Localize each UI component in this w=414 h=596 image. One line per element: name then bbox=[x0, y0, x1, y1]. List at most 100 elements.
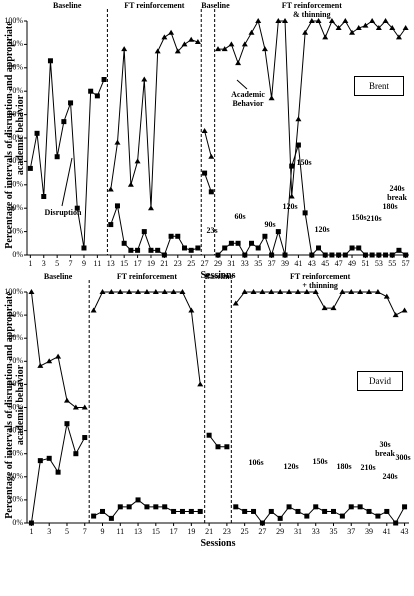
x-tick-label: 5 bbox=[65, 527, 69, 536]
square-marker bbox=[402, 504, 408, 510]
square-marker bbox=[383, 252, 389, 258]
triangle-marker bbox=[255, 18, 262, 23]
label-arrow bbox=[236, 79, 248, 90]
triangle-marker bbox=[208, 153, 215, 159]
square-marker bbox=[88, 88, 94, 94]
square-marker bbox=[224, 444, 230, 450]
square-marker bbox=[68, 100, 74, 106]
triangle-marker bbox=[357, 289, 364, 294]
y-tick-label: 30% bbox=[8, 180, 23, 189]
series-label: Academic Behavior bbox=[231, 90, 265, 108]
triangle-marker bbox=[366, 289, 373, 294]
square-marker bbox=[171, 508, 177, 514]
square-marker bbox=[339, 513, 345, 519]
square-marker bbox=[91, 513, 97, 519]
x-tick-label: 37 bbox=[347, 527, 355, 536]
x-tick-label: 11 bbox=[116, 527, 124, 536]
square-marker bbox=[202, 170, 208, 176]
phase-label: FT reinforcement & thinning bbox=[281, 1, 342, 19]
phase-label: Baseline bbox=[204, 272, 234, 281]
triangle-marker bbox=[322, 34, 329, 40]
y-tick-label: 40% bbox=[8, 425, 23, 434]
square-marker bbox=[342, 252, 348, 258]
x-tick-label: 49 bbox=[348, 259, 356, 268]
triangle-marker bbox=[55, 353, 62, 359]
square-marker bbox=[128, 247, 134, 253]
label-arrow bbox=[61, 157, 73, 207]
square-marker bbox=[34, 130, 40, 136]
square-marker bbox=[162, 504, 168, 510]
triangle-marker bbox=[259, 289, 266, 294]
x-tick-label: 21 bbox=[160, 259, 168, 268]
square-marker bbox=[27, 165, 33, 171]
triangle-marker bbox=[168, 29, 175, 35]
triangle-marker bbox=[143, 289, 150, 294]
triangle-marker bbox=[286, 289, 293, 294]
annotation: 120s bbox=[283, 462, 299, 471]
square-marker bbox=[302, 210, 308, 216]
x-tick-label: 3 bbox=[47, 527, 51, 536]
x-tick-label: 43 bbox=[401, 527, 409, 536]
triangle-marker bbox=[114, 139, 121, 145]
y-tick-label: 60% bbox=[8, 379, 23, 388]
triangle-marker bbox=[221, 46, 228, 52]
square-marker bbox=[393, 520, 399, 526]
triangle-marker bbox=[63, 397, 70, 403]
x-tick-label: 25 bbox=[187, 259, 195, 268]
x-tick-label: 29 bbox=[276, 527, 284, 536]
triangle-marker bbox=[375, 25, 382, 31]
x-tick-label: 9 bbox=[82, 259, 86, 268]
x-tick-label: 27 bbox=[201, 259, 209, 268]
x-tick-label: 11 bbox=[94, 259, 102, 268]
square-marker bbox=[330, 508, 336, 514]
triangle-marker bbox=[312, 289, 319, 294]
y-tick-label: 40% bbox=[8, 156, 23, 165]
triangle-marker bbox=[170, 289, 177, 294]
square-marker bbox=[55, 469, 61, 475]
square-marker bbox=[322, 508, 328, 514]
annotation: 300s bbox=[395, 453, 411, 462]
x-tick-label: 3 bbox=[42, 259, 46, 268]
square-marker bbox=[188, 508, 194, 514]
square-marker bbox=[329, 252, 335, 258]
triangle-marker bbox=[161, 289, 168, 294]
x-tick-label: 7 bbox=[83, 527, 87, 536]
square-marker bbox=[153, 504, 159, 510]
triangle-marker bbox=[308, 18, 315, 23]
triangle-marker bbox=[268, 289, 275, 294]
triangle-marker bbox=[152, 289, 159, 294]
triangle-marker bbox=[108, 289, 115, 294]
x-tick-label: 39 bbox=[281, 259, 289, 268]
x-tick-label: 5 bbox=[55, 259, 59, 268]
square-marker bbox=[155, 247, 161, 253]
x-tick-label: 31 bbox=[294, 527, 302, 536]
square-marker bbox=[268, 508, 274, 514]
triangle-marker bbox=[339, 289, 346, 294]
annotation: 30s break bbox=[375, 440, 395, 458]
triangle-marker bbox=[250, 289, 257, 294]
square-marker bbox=[275, 229, 281, 235]
series-line bbox=[110, 19, 407, 209]
triangle-marker bbox=[362, 22, 369, 28]
square-marker bbox=[255, 245, 261, 251]
triangle-marker bbox=[147, 205, 154, 211]
triangle-marker bbox=[181, 41, 188, 47]
square-marker bbox=[179, 508, 185, 514]
triangle-marker bbox=[275, 18, 282, 23]
square-marker bbox=[242, 252, 248, 258]
y-axis-title: Percentage of intervals of disruption an… bbox=[4, 21, 26, 249]
triangle-marker bbox=[121, 46, 128, 52]
square-marker bbox=[175, 233, 181, 239]
annotation: 180s bbox=[336, 462, 352, 471]
annotation: 210s bbox=[366, 214, 382, 223]
x-tick-label: 13 bbox=[134, 527, 142, 536]
square-marker bbox=[384, 508, 390, 514]
triangle-marker bbox=[235, 60, 242, 66]
square-marker bbox=[309, 252, 315, 258]
panel-label: David bbox=[357, 371, 403, 391]
y-tick-label: 90% bbox=[8, 39, 23, 48]
x-tick-label: 45 bbox=[321, 259, 329, 268]
triangle-marker bbox=[197, 381, 204, 387]
triangle-marker bbox=[342, 18, 349, 23]
